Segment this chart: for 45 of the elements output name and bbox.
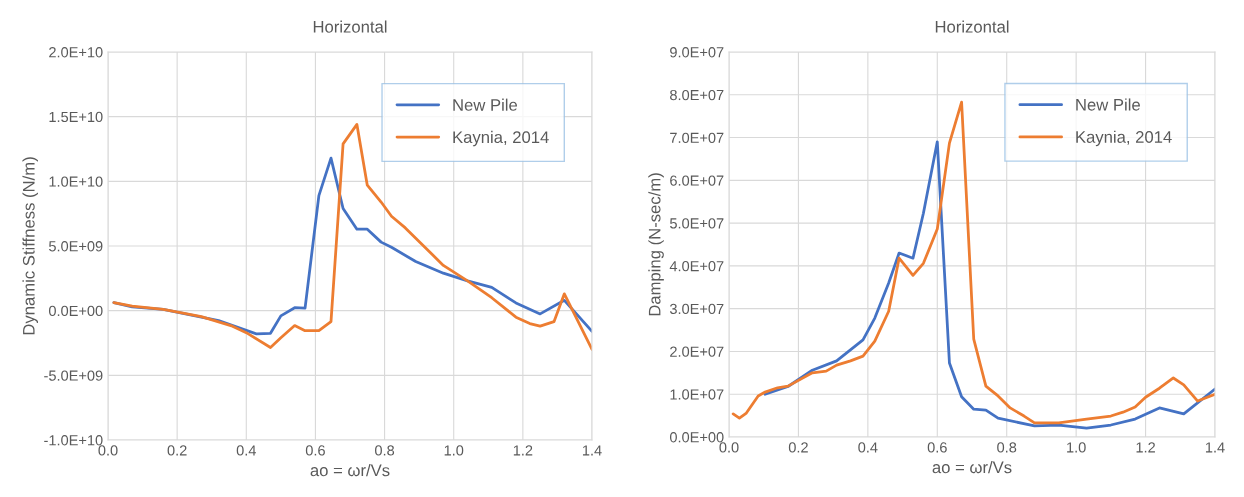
x-tick-label: 0.8	[997, 442, 1017, 453]
y-tick-label: 6.0E+07	[670, 175, 724, 186]
x-tick-label: 0.2	[788, 442, 808, 453]
x-tick-label: 0.6	[305, 445, 325, 456]
x-axis-title: ao = ωr/Vs	[932, 461, 1012, 474]
line-series	[731, 100, 1215, 425]
y-tick-label: 3.0E+07	[669, 303, 724, 315]
y-tick-label: -1.0E+10	[44, 435, 103, 446]
x-tick-label: 0.4	[858, 442, 878, 453]
line-series	[112, 123, 592, 351]
x-axis-title: ao = ωr/Vs	[310, 464, 390, 477]
x-tick-label: 0.8	[375, 445, 395, 456]
y-tick-label: 5.0E+09	[48, 241, 103, 252]
x-tick-label: 1.4	[582, 445, 602, 456]
y-axis-title: Dynamic Stiffness (N/m)	[22, 157, 38, 335]
x-tick-label: 0.0	[98, 445, 118, 456]
x-tick-label: 0.2	[167, 445, 187, 456]
y-axis-title: Damping (N-sec/m)	[648, 173, 664, 316]
y-tick-label: 2.0E+07	[670, 346, 724, 357]
y-tick-label: 8.0E+07	[670, 89, 724, 101]
x-tick-label: 1.0	[444, 445, 464, 456]
legend-label: New Pile	[1076, 98, 1140, 111]
x-tick-label: 0.6	[927, 442, 947, 453]
legend-label: Kaynia, 2014	[453, 130, 549, 147]
y-tick-label: 4.0E+07	[669, 260, 724, 272]
chart-title: Horizontal	[313, 20, 387, 33]
x-tick-label: 1.2	[513, 445, 533, 456]
y-tick-label: 1.5E+10	[49, 111, 103, 123]
legend-label: New Pile	[453, 98, 518, 111]
x-tick-label: 0.4	[236, 445, 256, 456]
x-tick-label: 1.0	[1067, 442, 1086, 453]
x-tick-label: 1.4	[1205, 442, 1225, 453]
y-tick-label: -5.0E+09	[44, 370, 103, 381]
y-tick-label: 1.0E+10	[49, 176, 103, 187]
legend-label: Kaynia, 2014	[1076, 130, 1172, 147]
y-tick-label: 0.0E+00	[669, 432, 724, 443]
x-tick-label: 1.2	[1136, 442, 1155, 453]
x-tick-label: 0.0	[719, 442, 739, 453]
chart-title: Horizontal	[935, 20, 1009, 33]
y-tick-label: 0.0E+00	[48, 305, 103, 317]
y-tick-label: 2.0E+10	[49, 47, 103, 58]
y-tick-label: 5.0E+07	[669, 218, 724, 229]
y-tick-label: 9.0E+07	[670, 47, 724, 58]
y-tick-label: 1.0E+07	[670, 389, 724, 400]
y-tick-label: 7.0E+07	[670, 132, 724, 143]
